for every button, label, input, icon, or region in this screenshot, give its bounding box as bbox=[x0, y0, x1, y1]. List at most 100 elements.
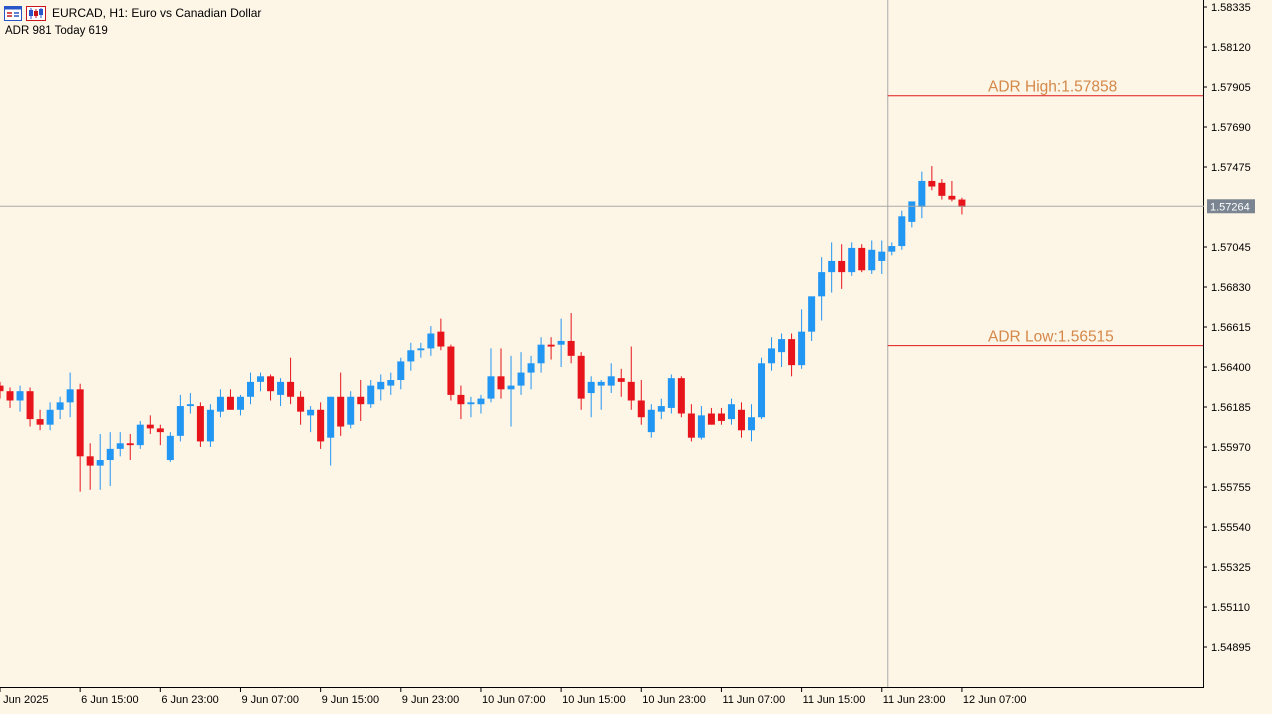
candle-body bbox=[527, 363, 535, 373]
candle-body bbox=[778, 339, 786, 353]
candle bbox=[607, 363, 615, 394]
candle bbox=[637, 380, 645, 425]
candle-body bbox=[46, 409, 54, 425]
candle bbox=[647, 404, 655, 438]
candle bbox=[247, 372, 254, 405]
candle bbox=[176, 394, 184, 442]
candle-body bbox=[437, 331, 445, 347]
candle bbox=[56, 396, 64, 420]
candle bbox=[667, 374, 675, 414]
candle-body bbox=[798, 331, 806, 366]
y-tick-label: 1.55110 bbox=[1211, 602, 1250, 614]
candle bbox=[517, 352, 525, 395]
candle-body bbox=[427, 333, 435, 349]
y-tick-label: 1.55970 bbox=[1211, 442, 1251, 454]
candle bbox=[277, 378, 285, 407]
candle-body bbox=[26, 391, 34, 420]
candle bbox=[367, 380, 375, 408]
candle-body bbox=[337, 396, 345, 427]
candle-body bbox=[367, 385, 375, 405]
candle bbox=[417, 342, 425, 358]
candle-body bbox=[96, 460, 104, 466]
candle-body bbox=[507, 385, 515, 390]
candle-body bbox=[477, 398, 485, 405]
candle bbox=[627, 346, 635, 410]
candle bbox=[567, 313, 575, 364]
candle bbox=[918, 171, 926, 219]
candle-body bbox=[297, 396, 305, 412]
candle-body bbox=[116, 443, 124, 449]
adr-indicator-text: ADR 981 Today 619 bbox=[5, 25, 108, 37]
x-tick-label: 9 Jun 15:00 bbox=[322, 694, 380, 706]
candle bbox=[948, 180, 956, 202]
y-tick-label: 1.57045 bbox=[1211, 242, 1251, 254]
candle-body bbox=[838, 260, 846, 273]
candle bbox=[106, 432, 114, 487]
candle-body bbox=[317, 409, 325, 442]
candle bbox=[497, 348, 505, 399]
candle-body bbox=[737, 409, 745, 431]
candle-body bbox=[677, 378, 685, 414]
candle-body bbox=[938, 182, 946, 196]
candle bbox=[216, 389, 224, 418]
candle bbox=[878, 240, 886, 274]
candle bbox=[858, 244, 866, 273]
y-tick-label: 1.58120 bbox=[1211, 42, 1251, 54]
x-tick-label: 6 Jun 23:00 bbox=[161, 694, 219, 706]
candle bbox=[547, 337, 555, 360]
candle bbox=[687, 404, 695, 442]
candle bbox=[387, 372, 395, 395]
candle-body bbox=[487, 376, 495, 399]
candle-body bbox=[166, 435, 174, 461]
candle-body bbox=[216, 396, 224, 412]
candle bbox=[347, 391, 355, 429]
candle-body bbox=[206, 409, 214, 442]
x-tick-label: 6 Jun 2025 bbox=[0, 694, 48, 706]
candle-body bbox=[948, 195, 956, 200]
candle-body bbox=[788, 339, 796, 366]
candle bbox=[236, 394, 244, 416]
y-tick-label: 1.58335 bbox=[1211, 2, 1251, 14]
candle bbox=[477, 394, 485, 414]
candle-body bbox=[387, 380, 395, 386]
x-tick-label: 12 Jun 07:00 bbox=[963, 694, 1027, 706]
candle bbox=[46, 402, 54, 431]
candle-body bbox=[808, 296, 816, 332]
y-tick-label: 1.57475 bbox=[1211, 162, 1251, 174]
candle bbox=[577, 352, 585, 410]
y-tick-label: 1.55540 bbox=[1211, 522, 1251, 534]
candle bbox=[527, 355, 535, 390]
candle bbox=[467, 396, 475, 418]
candle-body bbox=[56, 402, 64, 410]
candle bbox=[297, 391, 305, 425]
candle bbox=[357, 380, 365, 421]
y-tick-label: 1.55325 bbox=[1211, 562, 1251, 574]
candle-body bbox=[958, 199, 966, 207]
candle-body bbox=[697, 415, 705, 438]
candle-body bbox=[567, 340, 575, 356]
candle bbox=[938, 179, 946, 200]
candle bbox=[257, 372, 265, 392]
candlestick-chart-icon[interactable] bbox=[26, 5, 46, 21]
candle-body bbox=[637, 400, 645, 418]
candle-body bbox=[347, 396, 355, 425]
candle-body bbox=[457, 394, 465, 405]
candle bbox=[908, 201, 916, 228]
candle-body bbox=[557, 340, 565, 345]
x-tick-label: 11 Jun 23:00 bbox=[883, 694, 946, 706]
candle-body bbox=[447, 346, 455, 395]
symbol-title: EURCAD, H1: Euro vs Canadian Dollar bbox=[52, 6, 262, 20]
candle-body bbox=[236, 396, 244, 410]
candle-body bbox=[277, 381, 285, 395]
candle-body bbox=[727, 404, 735, 420]
candle-body bbox=[768, 348, 776, 364]
candle bbox=[327, 396, 335, 466]
adr-low-label: ADR Low:1.56515 bbox=[988, 329, 1114, 346]
candle-body bbox=[6, 391, 14, 401]
candle bbox=[427, 326, 435, 356]
candle bbox=[557, 318, 565, 367]
candle-body bbox=[908, 201, 916, 222]
trade-panel-icon[interactable] bbox=[4, 5, 22, 21]
candle-body bbox=[617, 378, 625, 382]
